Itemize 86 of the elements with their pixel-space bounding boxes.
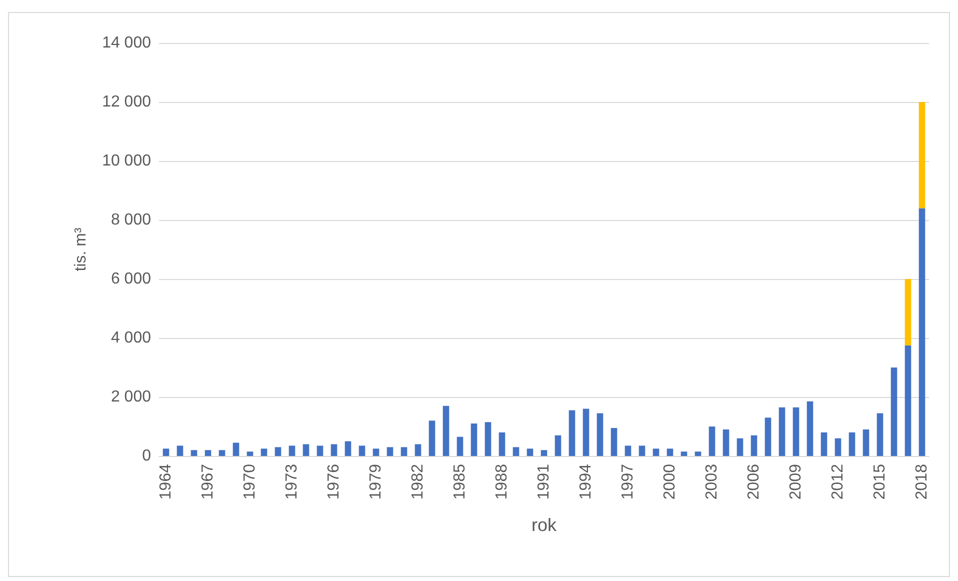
- y-tick-label: 6 000: [110, 270, 152, 288]
- y-tick-label: 14 000: [102, 34, 152, 52]
- x-tick-label: 2018: [914, 464, 930, 500]
- bar: [820, 432, 828, 456]
- y-tick-label: 12 000: [102, 94, 152, 110]
- bar: [904, 345, 912, 456]
- bar: [792, 407, 800, 456]
- y-axis-title: tis. m³: [72, 227, 90, 272]
- bar: [554, 435, 562, 456]
- x-axis-title: rok: [531, 515, 558, 535]
- bar: [358, 446, 366, 456]
- bar: [204, 450, 212, 456]
- bar: [722, 429, 730, 456]
- bar: [918, 208, 926, 456]
- bar: [624, 446, 632, 456]
- bar: [848, 432, 856, 456]
- x-tick-label: 2000: [662, 464, 678, 500]
- x-tick-label: 1967: [200, 464, 216, 500]
- bar: [456, 436, 464, 456]
- x-tick-label: 1994: [578, 464, 594, 500]
- bar: [442, 406, 450, 456]
- bar: [540, 450, 548, 456]
- bar: [498, 432, 506, 456]
- bar: [260, 448, 268, 456]
- bar: [400, 447, 408, 456]
- x-tick-label: 1964: [158, 464, 174, 500]
- x-tick-label: 1988: [494, 464, 510, 500]
- bar: [526, 448, 534, 456]
- bar: [680, 452, 688, 456]
- bar: [876, 413, 884, 456]
- bar: [918, 102, 926, 208]
- bar: [736, 438, 744, 456]
- bar: [638, 446, 646, 456]
- bar: [414, 444, 422, 456]
- bar: [386, 447, 394, 456]
- bar: [246, 452, 254, 456]
- bar: [568, 410, 576, 456]
- bar: [372, 448, 380, 456]
- bar: [232, 442, 240, 456]
- bar: [162, 448, 170, 456]
- bar: [470, 424, 478, 456]
- x-tick-label: 2009: [788, 464, 804, 500]
- x-tick-label: 2006: [746, 464, 762, 500]
- bar: [904, 279, 912, 346]
- bar: [834, 438, 842, 456]
- x-tick-label: 1982: [410, 464, 426, 500]
- bar: [302, 444, 310, 456]
- bar: [750, 435, 758, 456]
- x-tick-label: 1970: [242, 464, 258, 500]
- bar: [764, 418, 772, 456]
- x-tick-label: 1976: [326, 464, 342, 500]
- y-tick-label: 10 000: [102, 152, 152, 170]
- y-tick-label: 2 000: [110, 388, 152, 406]
- bar: [316, 446, 324, 456]
- x-tick-label: 1991: [536, 464, 552, 500]
- bar: [708, 426, 716, 456]
- bar: [610, 428, 618, 456]
- x-tick-label: 2015: [872, 464, 888, 500]
- bar: [666, 448, 674, 456]
- bar: [582, 408, 590, 456]
- x-tick-label: 1985: [452, 464, 468, 500]
- bar: [428, 420, 436, 456]
- bar: [862, 429, 870, 456]
- bar: [218, 450, 226, 456]
- bar: [652, 448, 660, 456]
- bar: [806, 401, 814, 456]
- y-tick-label: 8 000: [110, 212, 152, 228]
- bar: [890, 368, 898, 456]
- x-tick-label: 1997: [620, 464, 636, 500]
- bar: [596, 413, 604, 456]
- bar: [274, 447, 282, 456]
- x-tick-label: 2003: [704, 464, 720, 500]
- bar: [778, 407, 786, 456]
- bar: [344, 441, 352, 456]
- x-tick-label: 1973: [284, 464, 300, 500]
- bar: [190, 450, 198, 456]
- bar: [288, 446, 296, 456]
- bar: [484, 422, 492, 456]
- bar: [512, 447, 520, 456]
- bar: [330, 444, 338, 456]
- x-tick-label: 2012: [830, 464, 846, 500]
- bar: [176, 446, 184, 456]
- y-tick-label: 0: [142, 448, 152, 464]
- bar: [694, 452, 702, 456]
- x-tick-label: 1979: [368, 464, 384, 500]
- y-tick-label: 4 000: [110, 330, 152, 346]
